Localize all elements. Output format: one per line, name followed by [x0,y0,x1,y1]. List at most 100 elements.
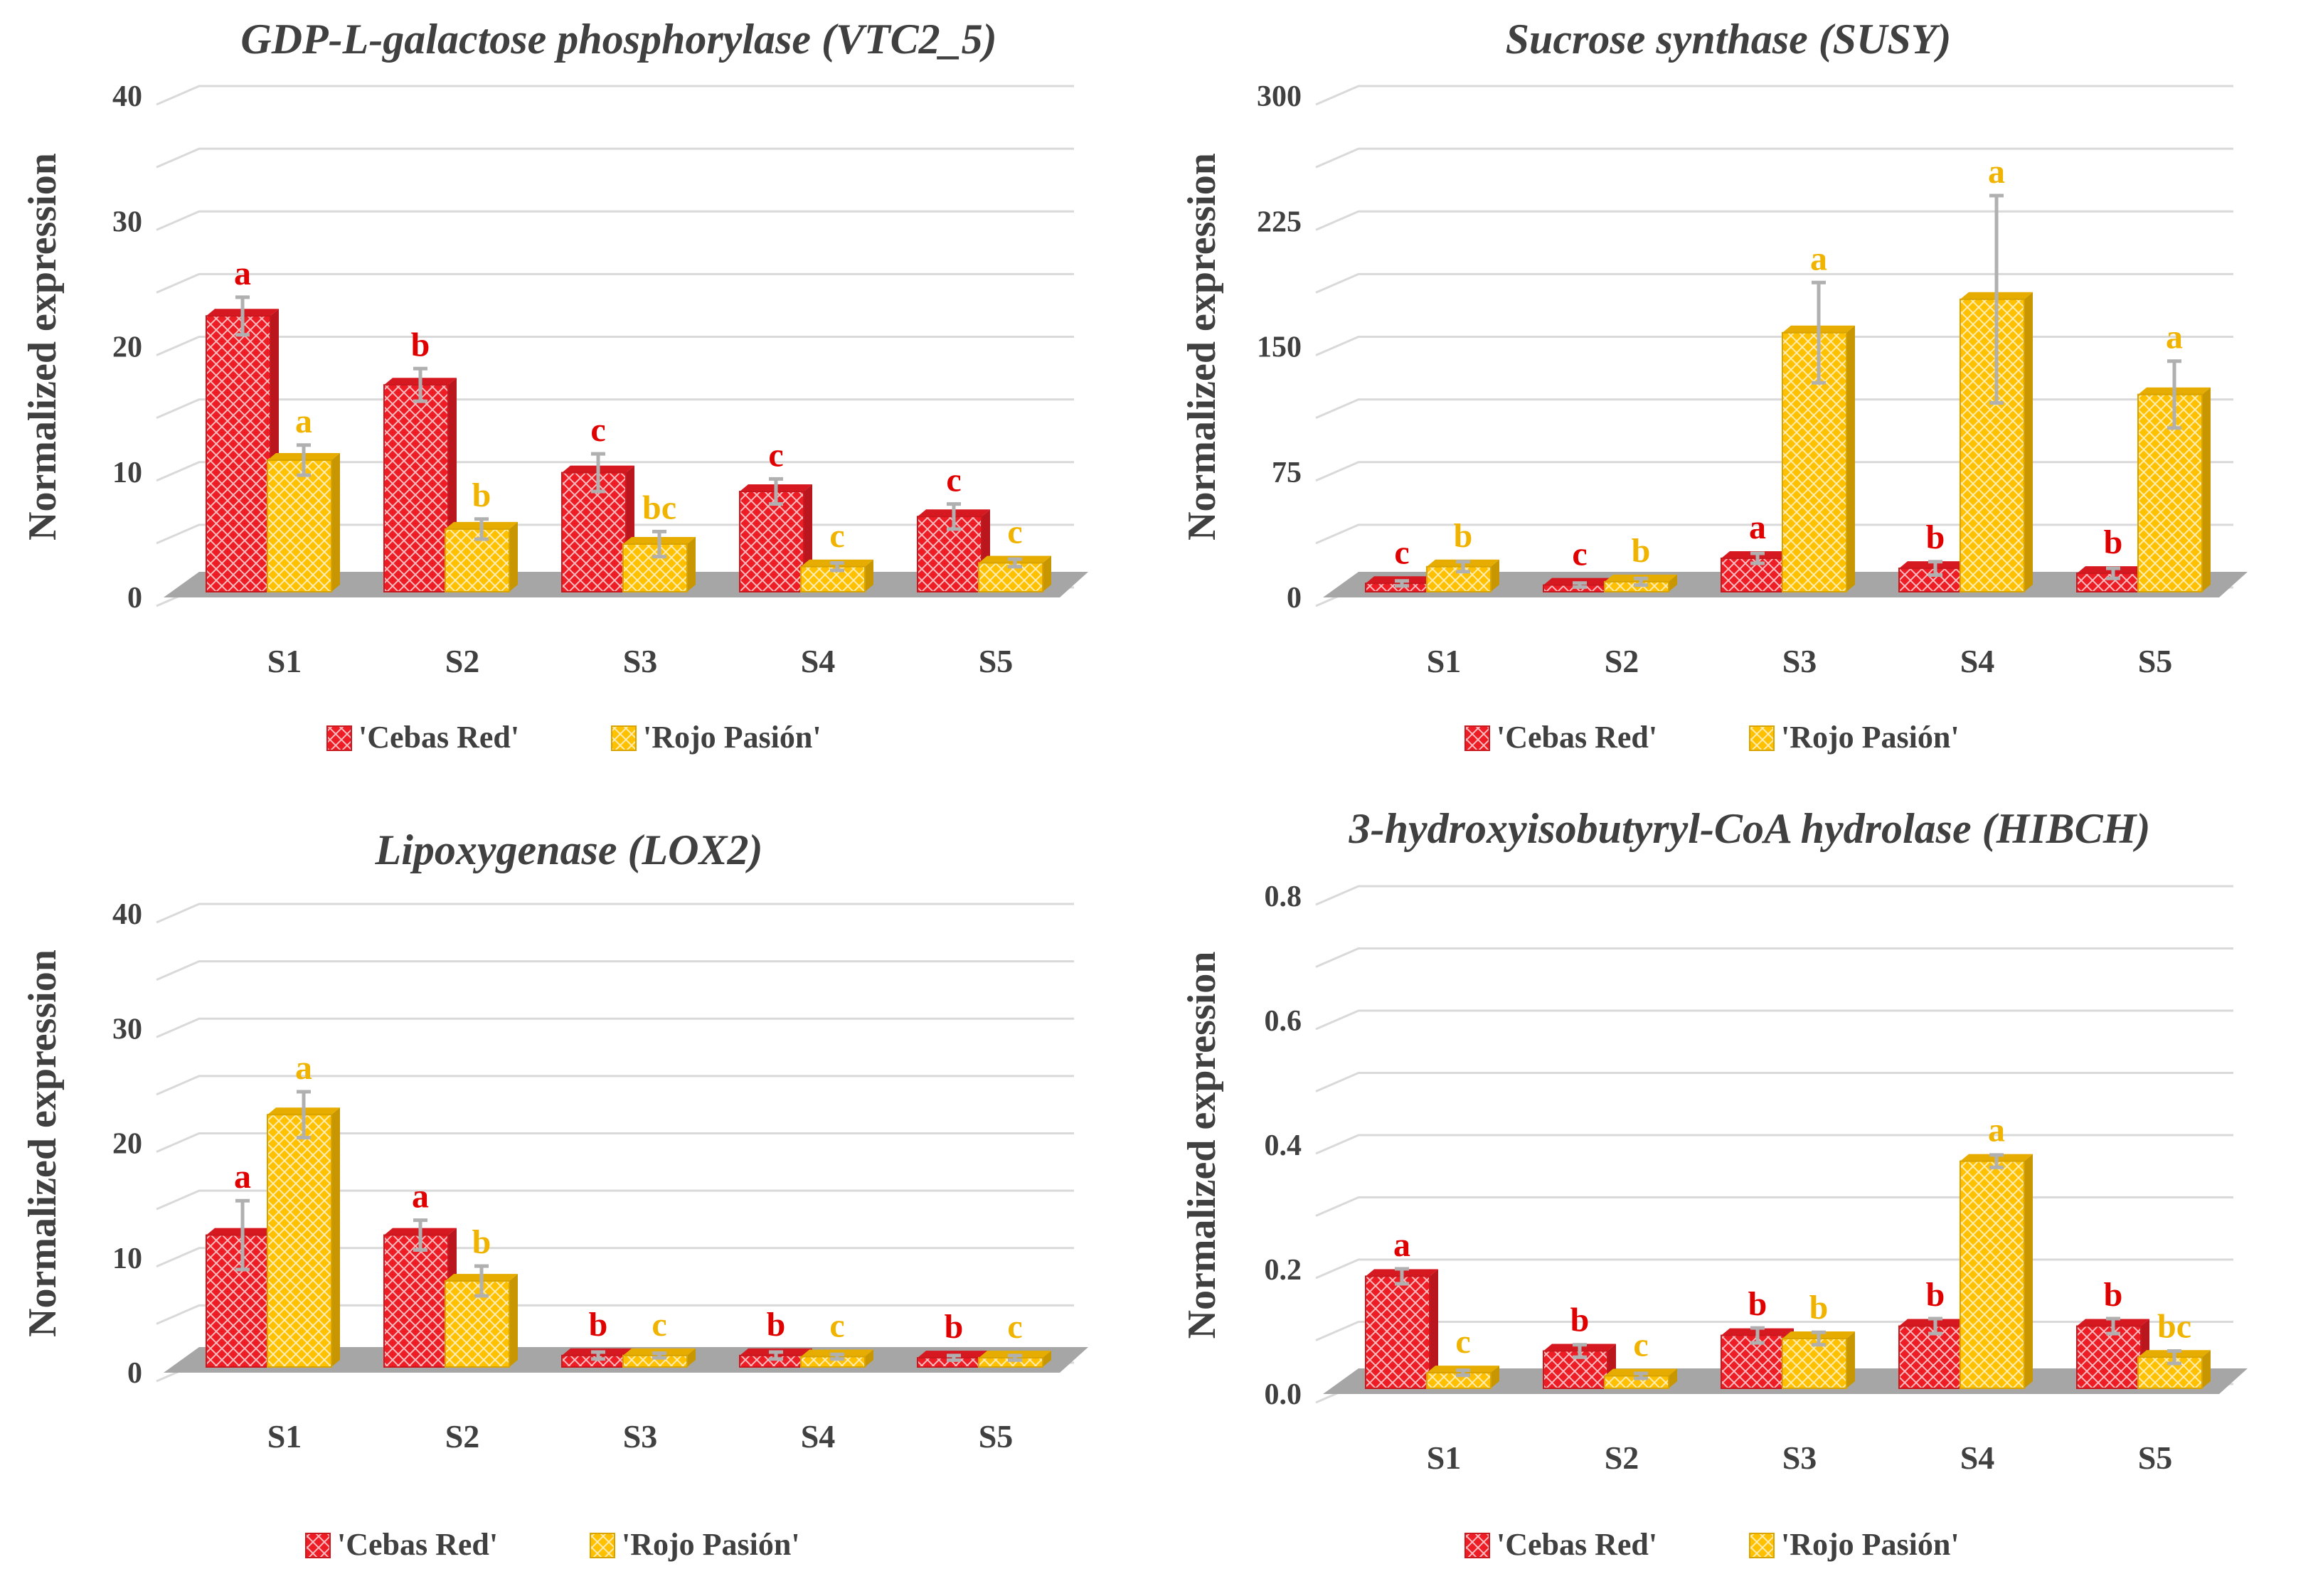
bar [1426,559,1499,592]
significance-label: b [1926,518,1945,556]
x-tick-label: S3 [623,1418,658,1454]
legend-label: 'Rojo Pasión' [643,720,822,755]
bar-side [687,537,696,592]
x-tick-label: S4 [1960,643,1995,679]
bar-side [1491,1366,1499,1388]
bar [206,1198,279,1368]
chart-panel-1: GDP-L-galactose phosphorylase (VTC2_5) No… [21,16,1088,755]
bar-side [865,559,873,592]
x-tick-label: S3 [1782,1440,1817,1476]
bar-side [1846,325,1855,592]
legend-label: 'Rojo Pasión' [1781,720,1960,755]
significance-label: a [1393,1226,1410,1264]
bar-front [1604,1375,1669,1389]
significance-label: b [1809,1289,1829,1326]
x-tick-label: S4 [1960,1440,1995,1476]
bar-side [331,1107,340,1367]
error-bar [1634,576,1648,587]
gridline [156,1304,1074,1325]
error-bar [652,1351,666,1360]
significance-label: a [2166,319,2183,356]
bar [2137,1349,2211,1389]
bar-side [1846,1331,1855,1388]
bar-side [2202,387,2211,592]
error-bar [235,295,250,337]
error-bar [947,502,961,531]
gridline [156,1075,1074,1096]
bar-front [2076,573,2142,593]
y-tick-label: 30 [112,1013,142,1046]
significance-label: b [411,326,430,363]
y-axis-title: Normalized expression [1180,952,1224,1339]
bar [1782,1330,1855,1389]
error-bar [769,477,783,506]
x-tick-label: S1 [267,643,302,679]
bar-side [1491,559,1499,592]
error-bar [474,517,489,541]
bar [383,366,457,592]
gridline [1315,85,2233,106]
legend-swatch [1749,725,1775,751]
error-bar [1395,579,1409,588]
gridline [156,336,1074,356]
bar [445,517,518,592]
legend-swatch [1464,1533,1490,1558]
x-tick-label: S1 [267,1418,302,1454]
y-tick-label: 30 [112,206,142,238]
bar [1960,193,2033,592]
x-tick-label: S5 [2138,643,2173,679]
error-bar [2106,566,2120,580]
y-tick-label: 0.6 [1265,1005,1302,1038]
error-bar [830,560,844,573]
gridline [1315,398,2233,420]
y-tick-label: 0.2 [1265,1254,1302,1287]
legend-swatch [590,1533,615,1558]
y-axis-title: Normalized expression [1180,153,1224,541]
error-bar [2167,359,2181,430]
bar [978,555,1051,593]
y-axis-title: Normalized expression [21,153,65,541]
bar-front [267,459,332,592]
y-tick-label: 0.0 [1265,1378,1302,1411]
bar-front [2137,393,2203,592]
y-tick-label: 20 [112,1128,142,1161]
gridline [1315,1072,2233,1092]
error-bar [1634,1371,1648,1380]
legend-label: 'Rojo Pasión' [622,1527,800,1562]
error-bar [1750,551,1765,565]
x-tick-label: S3 [623,643,658,679]
error-bar [591,452,605,494]
significance-label: a [1988,1112,2005,1149]
y-tick-label: 300 [1257,80,1302,113]
gridline [1315,461,2233,482]
significance-label: bc [2157,1307,2191,1345]
significance-label: b [1454,517,1473,555]
bar-front [1960,298,2025,592]
significance-label: b [1748,1285,1767,1323]
bar [622,1348,696,1368]
bar-front [206,315,271,592]
y-tick-label: 75 [1272,457,1302,489]
bar [267,1090,340,1368]
gridline [156,210,1074,231]
bar-front [206,1234,271,1368]
bar-front [267,1114,332,1368]
bar [267,443,340,592]
legend-label: 'Cebas Red' [358,720,519,755]
error-bar [474,1264,489,1298]
bar-front [2076,1325,2142,1389]
significance-label: c [829,517,844,555]
significance-label: b [472,477,491,514]
bar [978,1351,1051,1368]
y-tick-label: 0.8 [1265,881,1302,913]
error-bar [947,1353,961,1362]
error-bar [1573,581,1587,589]
gridline [156,85,1074,106]
bar-front [800,1356,866,1368]
error-bar [1812,280,1826,385]
bar-front [561,472,627,592]
bar-front [1365,1275,1430,1389]
gridline [156,960,1074,981]
legend-swatch [305,1533,331,1558]
